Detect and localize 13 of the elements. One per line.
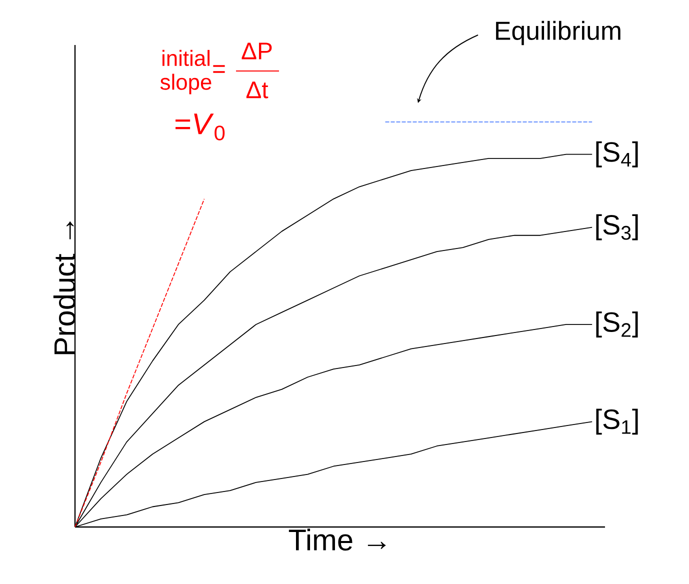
- text: =: [213, 65, 225, 73]
- text: ΔP: [242, 42, 272, 60]
- text: initial: [162, 50, 210, 66]
- y-axis-title: Product →: [53, 222, 76, 354]
- text: Δt: [246, 82, 268, 98]
- x-axis-title: Time →: [288, 528, 386, 551]
- annotation: =V$_{0}$: [176, 114, 225, 140]
- series-label: [S$_{1}$]: [596, 408, 638, 435]
- text: Equilibrium: [496, 20, 620, 46]
- text: slope: [160, 74, 212, 94]
- series-label: [S$_{4}$]: [596, 141, 638, 168]
- series-label: [S$_{2}$]: [596, 311, 638, 338]
- series-label: [S$_{3}$]: [596, 214, 638, 240]
